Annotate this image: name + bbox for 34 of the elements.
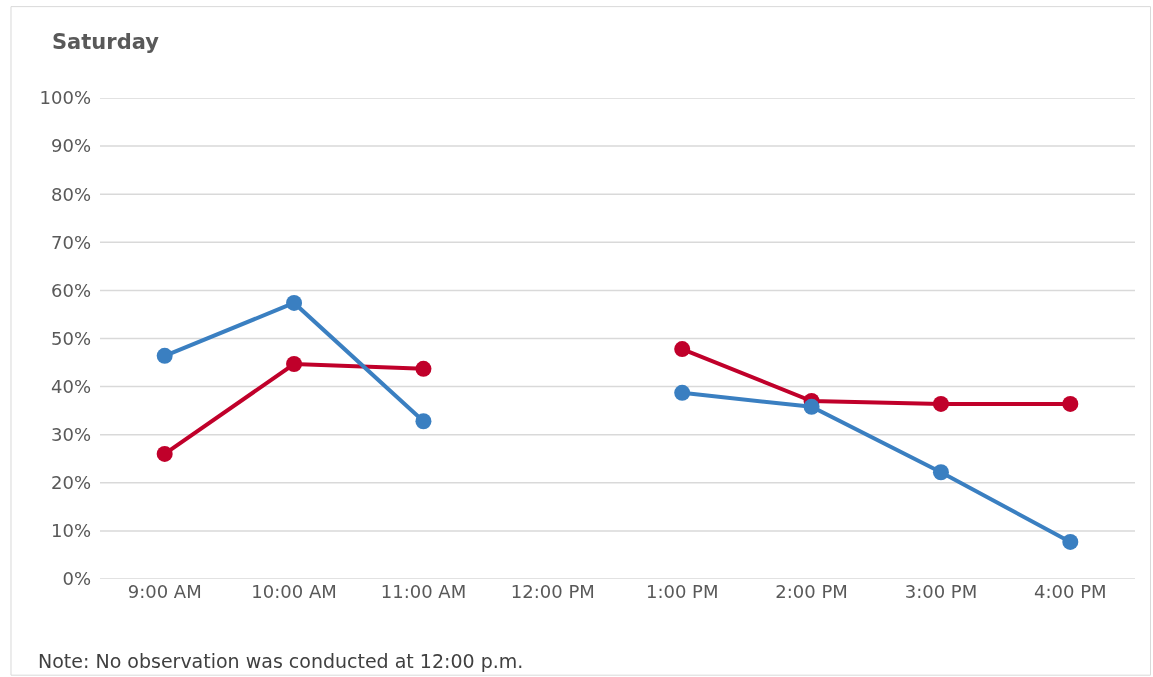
x-tick-label: 11:00 AM <box>380 581 467 602</box>
x-tick-label: 3:00 PM <box>904 581 978 602</box>
y-tick-label: 30% <box>50 424 91 445</box>
point <box>156 445 173 462</box>
point <box>415 360 432 377</box>
y-tick-label: 90% <box>50 135 91 157</box>
y-tick-label: 40% <box>50 375 91 397</box>
text: Note: No observation was conducted at 12:00 p.m. <box>38 650 524 672</box>
chart-title: Saturday <box>52 30 160 55</box>
y-tick-label: 70% <box>50 231 91 253</box>
x-tick-label: 1:00 PM <box>645 581 719 602</box>
x-tick-label: 9:00 AM <box>127 581 202 602</box>
point <box>1062 533 1079 550</box>
x-tick-label: 2:00 PM <box>775 581 848 602</box>
y-tick-label: 60% <box>50 279 91 301</box>
x-tick-label: 4:00 PM <box>1034 581 1107 602</box>
point <box>286 355 303 372</box>
point <box>932 464 949 481</box>
y-tick-label: 20% <box>50 472 91 494</box>
point <box>286 294 303 311</box>
x-tick-label: 10:00 AM <box>251 581 337 602</box>
point <box>415 413 432 430</box>
y-tick-label: 100% <box>39 87 91 109</box>
y-tick-label: 80% <box>50 183 91 205</box>
y-tick-label: 0% <box>62 568 91 590</box>
point <box>156 347 173 364</box>
point <box>674 341 691 358</box>
y-tick-label: 10% <box>50 520 91 542</box>
point <box>932 395 949 412</box>
y-tick-label: 50% <box>50 327 91 349</box>
point <box>674 384 691 401</box>
point <box>803 398 820 415</box>
x-tick-label: 12:00 PM <box>510 581 595 602</box>
point <box>1062 395 1079 412</box>
